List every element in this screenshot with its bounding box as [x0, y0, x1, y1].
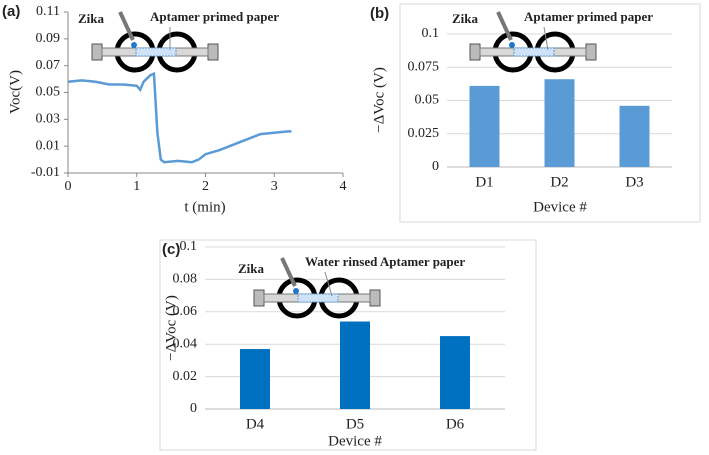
y-tick-label: 0.07 [36, 58, 61, 73]
x-tick-label: D5 [346, 416, 364, 432]
x-axis-label: Device # [533, 199, 587, 215]
y-tick-label: 0.04 [173, 336, 198, 351]
chart-frame [399, 3, 701, 223]
x-tick-label: D6 [446, 416, 465, 432]
x-axis-label: Device # [328, 433, 382, 449]
bar [240, 349, 270, 409]
y-tick-label: 0.025 [408, 126, 440, 141]
x-tick-label: 2 [202, 179, 209, 194]
y-tick-label: 0.08 [173, 272, 198, 287]
x-tick-label: D2 [550, 174, 568, 190]
pipette [118, 11, 135, 41]
electrode [91, 43, 103, 61]
annotation: Aptamer primed paper [150, 9, 279, 24]
x-tick-label: 0 [65, 179, 72, 194]
annotation-leader [324, 271, 333, 297]
electrode [369, 289, 381, 307]
data-line [67, 71, 292, 164]
y-tick-label: 0 [190, 401, 197, 416]
electrode [585, 43, 597, 61]
panel-label: (a) [2, 3, 20, 20]
annotation: Aptamer primed paper [524, 9, 653, 24]
electrode [469, 43, 481, 61]
y-tick-label: 0.02 [173, 369, 198, 384]
annotation: Zika [238, 261, 265, 276]
x-axis-label: t (min) [184, 199, 225, 215]
panel-label: (c) [162, 241, 180, 258]
x-tick-label: D1 [475, 174, 493, 190]
y-tick-label: -0.01 [31, 165, 60, 180]
annotation: Zika [452, 11, 479, 26]
annotation: Zika [78, 11, 105, 26]
electrode [207, 43, 219, 61]
x-tick-label: D4 [246, 416, 265, 432]
drop [131, 42, 137, 48]
electrode [253, 289, 265, 307]
annotation: Water rinsed Aptamer paper [305, 254, 465, 269]
aptamer-zone [297, 293, 339, 303]
x-tick-label: D3 [625, 174, 643, 190]
aptamer-zone [135, 47, 177, 57]
panel-label: (b) [370, 5, 389, 22]
y-axis-label: −ΔVoc (V) [163, 295, 179, 361]
bar [619, 105, 650, 167]
y-tick-label: 0.05 [415, 93, 440, 108]
bar [544, 79, 575, 167]
bar [440, 336, 470, 409]
x-tick-label: 4 [340, 179, 347, 194]
y-tick-label: 0.1 [422, 26, 440, 41]
y-tick-label: 0 [432, 159, 439, 174]
y-axis-label: −ΔVoc (V) [371, 67, 387, 133]
bar [340, 321, 370, 409]
chart-frame [159, 239, 537, 451]
drop [509, 42, 515, 48]
x-tick-label: 1 [133, 179, 140, 194]
aptamer-zone [513, 47, 555, 57]
y-tick-label: 0.1 [180, 239, 198, 254]
y-tick-label: 0.03 [36, 112, 61, 127]
pipette [280, 257, 297, 287]
y-tick-label: 0.075 [408, 59, 440, 74]
y-tick-label: 0.06 [173, 304, 198, 319]
pipette [496, 11, 513, 41]
bar [469, 85, 500, 167]
y-tick-label: 0.05 [36, 85, 61, 100]
y-tick-label: 0.11 [36, 4, 60, 19]
annotation-leader [543, 26, 549, 51]
y-axis-label: Voc(V) [7, 70, 23, 114]
drop [293, 288, 299, 294]
x-tick-label: 3 [271, 179, 278, 194]
y-tick-label: 0.09 [36, 31, 61, 46]
y-tick-label: 0.01 [36, 138, 61, 153]
